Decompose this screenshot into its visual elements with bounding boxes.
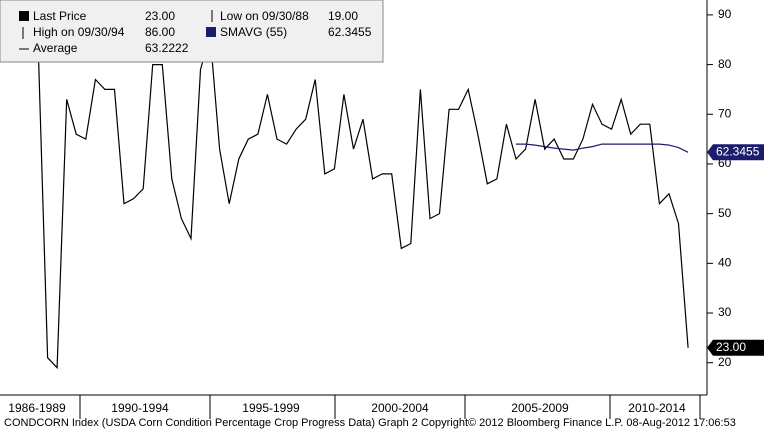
y-tick-label: 70 [718, 106, 732, 120]
legend-box [0, 0, 384, 63]
legend-value: 86.00 [145, 25, 175, 39]
y-tick-label: 90 [718, 7, 732, 21]
legend-label: SMAVG (55) [220, 25, 287, 39]
x-tick-label: 1986-1989 [8, 401, 66, 415]
y-tick-label: 20 [718, 355, 732, 369]
y-tick-label: 80 [718, 57, 732, 71]
legend-value: 19.00 [328, 9, 358, 23]
last-value-label: 23.00 [716, 340, 746, 354]
footer: CONDCORN Index (USDA Corn Condition Perc… [4, 417, 736, 429]
x-tick-label: 2005-2009 [511, 401, 569, 415]
legend-label: Average [33, 41, 78, 55]
legend-swatch [19, 11, 29, 21]
x-tick-label: 2000-2004 [371, 401, 429, 415]
y-tick-label: 50 [718, 206, 732, 220]
legend-label: Low on 09/30/88 [220, 9, 309, 23]
y-tick-label: 30 [718, 305, 732, 319]
legend-value: 23.00 [145, 9, 175, 23]
last-value-tag [707, 144, 764, 161]
x-tick-label: 2010-2014 [628, 401, 686, 415]
last-value-tag [707, 339, 764, 356]
legend-swatch [206, 27, 216, 37]
last-value-label: 62.3455 [716, 144, 760, 158]
y-tick-label: 40 [718, 256, 732, 270]
legend-value: 62.3455 [328, 25, 372, 39]
legend-label: Last Price [33, 9, 87, 23]
x-tick-label: 1990-1994 [111, 401, 169, 415]
legend: Last Price 23.00 Low on 09/30/88 19.00 H… [0, 0, 384, 63]
x-tick-label: 1995-1999 [242, 401, 300, 415]
legend-value: 63.2222 [145, 41, 189, 55]
series-line [37, 34, 689, 370]
series-line [516, 143, 689, 153]
legend-label: High on 09/30/94 [33, 25, 125, 39]
